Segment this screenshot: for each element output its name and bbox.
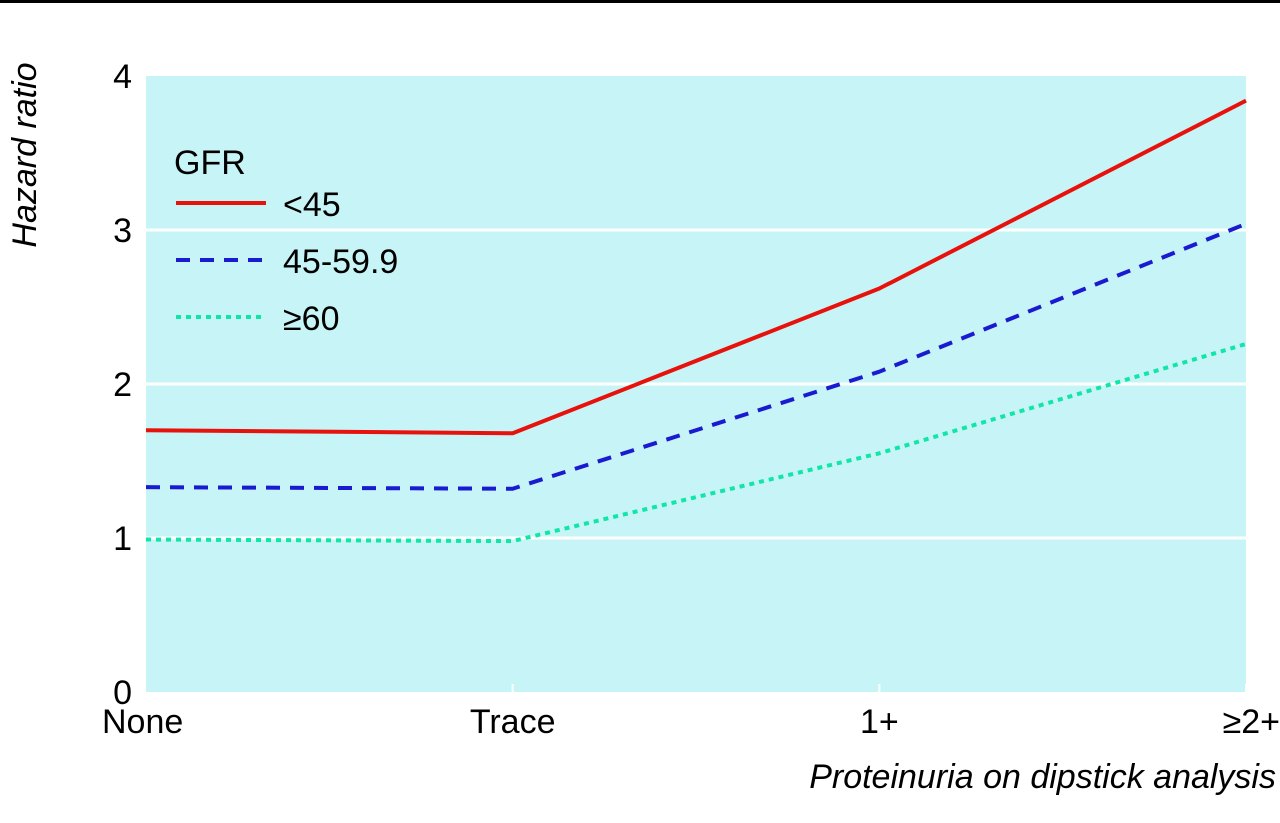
y-axis-title: Hazard ratio (6, 62, 44, 247)
y-tick-label: 3 (113, 212, 132, 250)
y-tick-label: 1 (113, 520, 132, 558)
legend-label-1: 45-59.9 (283, 243, 398, 281)
x-tick-label: ≥2+ (1223, 703, 1280, 741)
x-tick-label: 1+ (860, 703, 899, 741)
series-line-1 (145, 221, 1247, 491)
series-line-2 (145, 342, 1247, 544)
y-tick-label: 2 (113, 366, 132, 404)
y-tick-label: 4 (113, 58, 132, 96)
top-rule (0, 0, 1280, 3)
legend-label-0: <45 (283, 186, 341, 224)
series-line-0 (145, 98, 1247, 436)
legend-label-2: ≥60 (283, 300, 339, 338)
x-tick-label: Trace (470, 703, 556, 741)
x-tick-label: None (102, 703, 183, 741)
legend-title: GFR (174, 144, 246, 182)
x-axis-title: Proteinuria on dipstick analysis (809, 758, 1276, 796)
y-tick-label: 0 (113, 674, 132, 712)
